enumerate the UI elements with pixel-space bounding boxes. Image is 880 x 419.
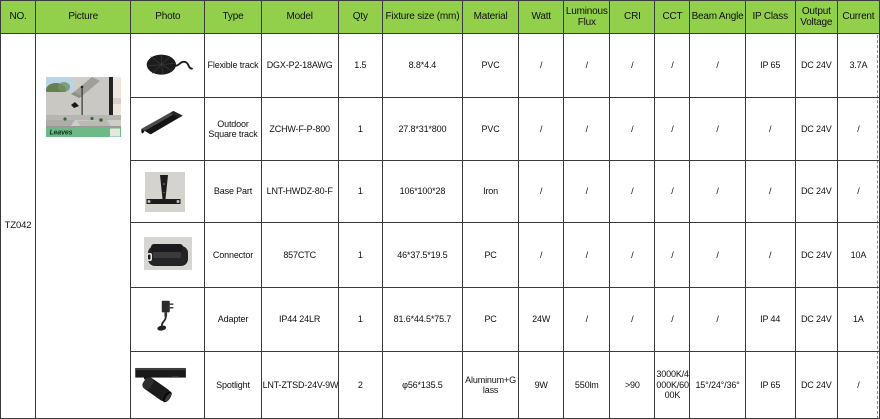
svg-text:Leaves: Leaves [49, 130, 72, 137]
